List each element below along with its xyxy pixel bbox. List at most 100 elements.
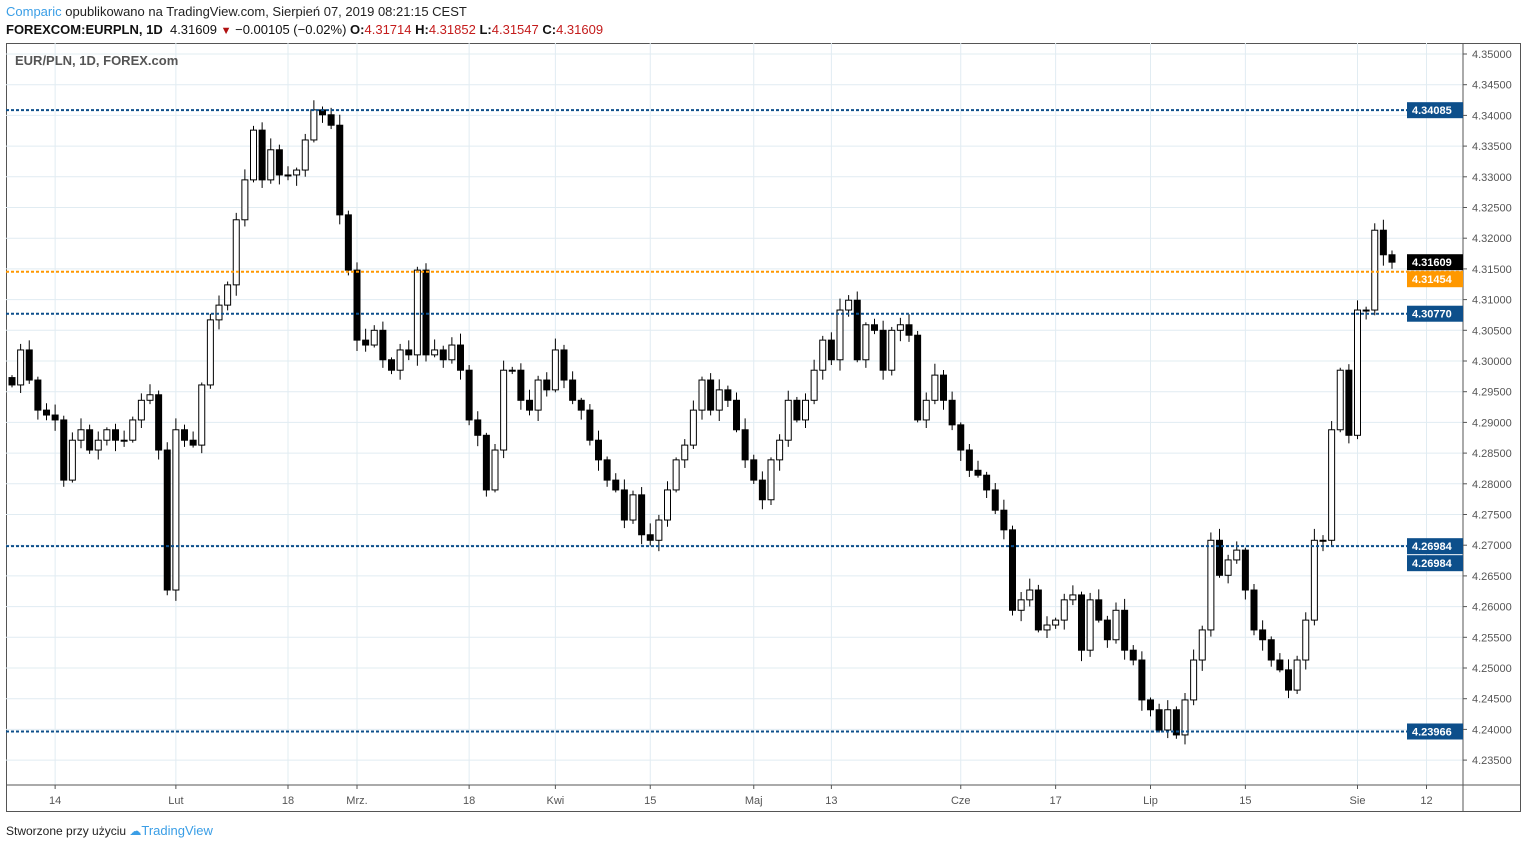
- time-tick-label: Lip: [1143, 795, 1158, 807]
- candle-body: [51, 414, 59, 421]
- candle-body: [1181, 699, 1189, 736]
- time-tick-label: Sie: [1350, 795, 1366, 807]
- candle-body: [664, 489, 671, 521]
- candle-body: [974, 469, 982, 476]
- candle-body: [1026, 589, 1034, 601]
- price-tick-label: 4.26500: [1472, 571, 1512, 583]
- candle-body: [284, 174, 292, 177]
- candle-body: [198, 384, 206, 446]
- candle-body: [457, 344, 464, 371]
- price-tick-label: 4.23500: [1472, 755, 1512, 767]
- tradingview-link[interactable]: TradingView: [141, 823, 213, 838]
- price-tick-label: 4.33500: [1472, 141, 1512, 153]
- level-price-label: 4.26984: [1412, 541, 1453, 553]
- candle-body: [448, 344, 456, 361]
- candle-body: [1241, 549, 1249, 591]
- candle-body: [802, 399, 809, 421]
- time-tick-label: 15: [644, 795, 656, 807]
- candle-body: [181, 429, 188, 441]
- candle-body: [362, 339, 370, 346]
- candle-body: [1216, 539, 1223, 576]
- footer-text: Stworzone przy użyciu: [6, 824, 127, 838]
- candle-body: [1224, 559, 1232, 576]
- level-price-label-bg: [1407, 723, 1463, 740]
- candle-body: [689, 409, 697, 446]
- time-tick-label: Kwi: [547, 795, 565, 807]
- open-value: 4.31714: [364, 22, 412, 37]
- candle-body: [1034, 589, 1042, 631]
- candle-body: [8, 377, 16, 386]
- candle-body: [379, 329, 387, 361]
- candle-body: [1285, 669, 1292, 691]
- candle-body: [258, 129, 266, 181]
- candle-body: [595, 439, 602, 461]
- candle-body: [896, 324, 904, 331]
- candle-body: [1017, 599, 1025, 611]
- time-tick-label: 17: [1050, 795, 1062, 807]
- candle-body: [724, 389, 732, 401]
- candlestick-chart[interactable]: 4.23500 4.24000 4.24500 4.25000 4.25500 4.260…: [6, 43, 1521, 812]
- candle-body: [655, 519, 663, 541]
- price-tick-label: 4.32500: [1472, 203, 1512, 215]
- low-label: L:: [479, 22, 492, 37]
- candle-body: [1155, 709, 1163, 731]
- candle-body: [853, 299, 861, 361]
- candle-body: [620, 489, 628, 521]
- price-tick-label: 4.31000: [1472, 295, 1512, 307]
- down-triangle-icon: ▼: [220, 25, 232, 37]
- candle-body: [1259, 629, 1267, 641]
- candle-body: [34, 379, 42, 411]
- candle-body: [241, 179, 249, 221]
- candle-body: [103, 429, 111, 441]
- candle-body: [189, 439, 197, 446]
- candle-body: [163, 449, 171, 591]
- price-tick-label: 4.27500: [1472, 510, 1512, 522]
- high-value: 4.31852: [428, 22, 476, 37]
- candle-body: [914, 334, 922, 421]
- candle-body: [1060, 599, 1068, 621]
- candle-body: [638, 494, 646, 536]
- price-tick-label: 4.24500: [1472, 694, 1512, 706]
- candle-body: [129, 419, 137, 441]
- candle-body: [310, 109, 318, 141]
- high-label: H:: [415, 22, 429, 37]
- price-tick-label: 4.32000: [1472, 233, 1512, 245]
- price-change: −0.00105 (−0.02%): [235, 22, 347, 37]
- candle-body: [1112, 609, 1120, 641]
- candle-body: [1319, 539, 1327, 542]
- price-tick-label: 4.27000: [1472, 540, 1512, 552]
- candle-body: [1121, 609, 1129, 651]
- candle-body: [1379, 229, 1387, 256]
- candle-body: [1310, 539, 1318, 621]
- candle-body: [871, 324, 878, 331]
- candle-body: [1371, 229, 1379, 311]
- candle-body: [1052, 619, 1060, 626]
- price-tick-label: 4.30000: [1472, 356, 1512, 368]
- candle-body: [1164, 709, 1172, 731]
- candle-body: [1198, 629, 1206, 661]
- candle-body: [77, 429, 85, 441]
- level-price-label-bg: [1407, 305, 1463, 322]
- candle-body: [672, 459, 680, 491]
- close-label: C:: [542, 22, 557, 37]
- candle-body: [1233, 549, 1241, 561]
- publish-info: Comparic opublikowano na TradingView.com…: [6, 4, 467, 19]
- candle-body: [422, 269, 430, 356]
- candle-body: [758, 479, 766, 501]
- candle-body: [1354, 309, 1361, 436]
- candle-body: [1043, 624, 1051, 631]
- candle-body: [155, 394, 163, 451]
- candle-body: [733, 399, 740, 431]
- chart-pane[interactable]: [6, 43, 1521, 812]
- candle-body: [526, 399, 533, 411]
- candle-body: [94, 439, 102, 451]
- candle-body: [603, 459, 611, 481]
- candle-body: [232, 219, 240, 286]
- candle-body: [112, 429, 119, 441]
- candle-body: [1250, 589, 1258, 631]
- author-link[interactable]: Comparic: [6, 4, 62, 19]
- price-tick-label: 4.29500: [1472, 387, 1512, 399]
- price-tick-label: 4.28500: [1472, 448, 1512, 460]
- candle-body: [267, 149, 275, 181]
- candle-body: [862, 324, 870, 361]
